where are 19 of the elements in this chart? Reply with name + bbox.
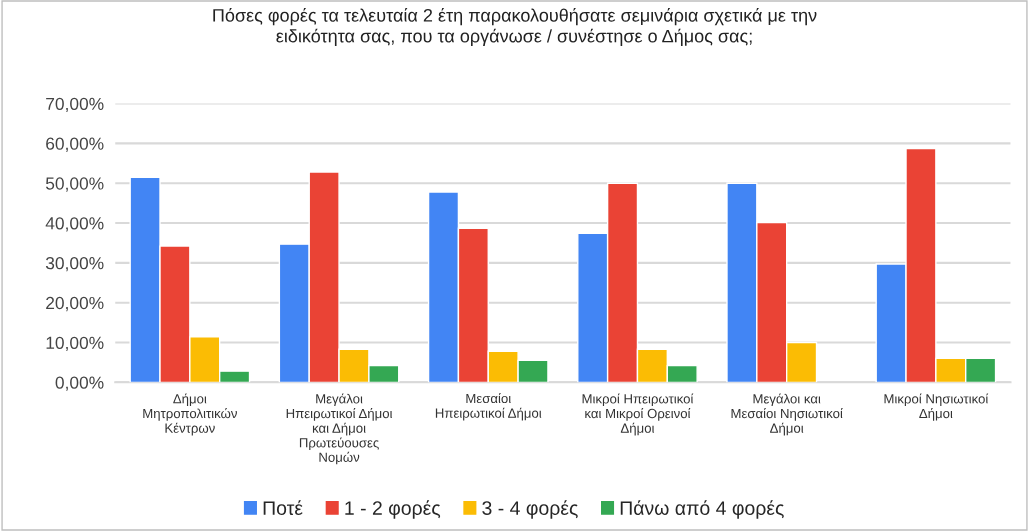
y-tick-label: 10,00% <box>46 336 104 352</box>
legend-label: 1 - 2 φορές <box>345 500 441 519</box>
x-tick-label: Μεγάλοι Ηπειρωτικοί Δήμοι και Δήμοι Πρωτεύουσες Νομών <box>286 393 393 465</box>
chart-title: Πόσες φορές τα τελευταία 2 έτη παρακολουθήσατε σεμινάρια σχετικά με την ειδικότητα σας, που τα οργάνωσε / συνέστησε ο Δήμος σας; <box>213 7 817 47</box>
x-tick-label: Μικροί Νησιωτικοί Δήμοι <box>884 393 989 421</box>
y-tick-label: 0,00% <box>55 376 104 391</box>
y-tick-label: 70,00% <box>46 97 104 113</box>
y-tick-label: 40,00% <box>45 217 104 232</box>
legend-label: Πάνω από 4 φορές <box>620 500 784 519</box>
legend-label: 3 - 4 φορές <box>482 500 578 519</box>
x-tick-label: Μεσαίοι Ηπειρωτικοί Δήμοι <box>435 393 542 421</box>
legend-label: Ποτέ <box>263 500 303 515</box>
y-tick-label: 30,00% <box>45 257 104 272</box>
x-tick-label: Μεγάλοι και Μεσαίοι Νησιωτικοί Δήμοι <box>731 393 843 436</box>
x-tick-label: Μικροί Ηπειρωτικοί και Μικροί Ορεινοί Δήμοι <box>582 393 694 436</box>
y-tick-label: 50,00% <box>45 177 104 192</box>
x-tick-label: Δήμοι Μητροπολιτικών Κέντρων <box>143 393 237 436</box>
y-tick-label: 60,00% <box>46 137 104 152</box>
y-tick-label: 20,00% <box>46 296 104 312</box>
